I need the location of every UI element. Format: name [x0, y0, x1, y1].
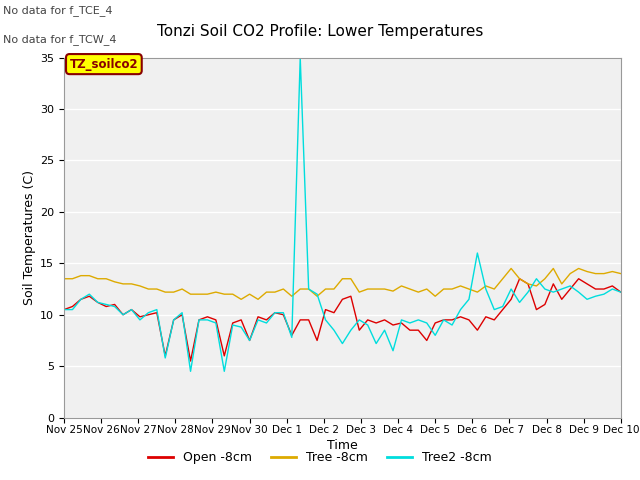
X-axis label: Time: Time	[327, 439, 358, 453]
Text: No data for f_TCW_4: No data for f_TCW_4	[3, 34, 116, 45]
Y-axis label: Soil Temperatures (C): Soil Temperatures (C)	[23, 170, 36, 305]
Text: No data for f_TCE_4: No data for f_TCE_4	[3, 5, 113, 16]
Text: TZ_soilco2: TZ_soilco2	[70, 58, 138, 71]
Legend: Open -8cm, Tree -8cm, Tree2 -8cm: Open -8cm, Tree -8cm, Tree2 -8cm	[143, 446, 497, 469]
Text: Tonzi Soil CO2 Profile: Lower Temperatures: Tonzi Soil CO2 Profile: Lower Temperatur…	[157, 24, 483, 39]
